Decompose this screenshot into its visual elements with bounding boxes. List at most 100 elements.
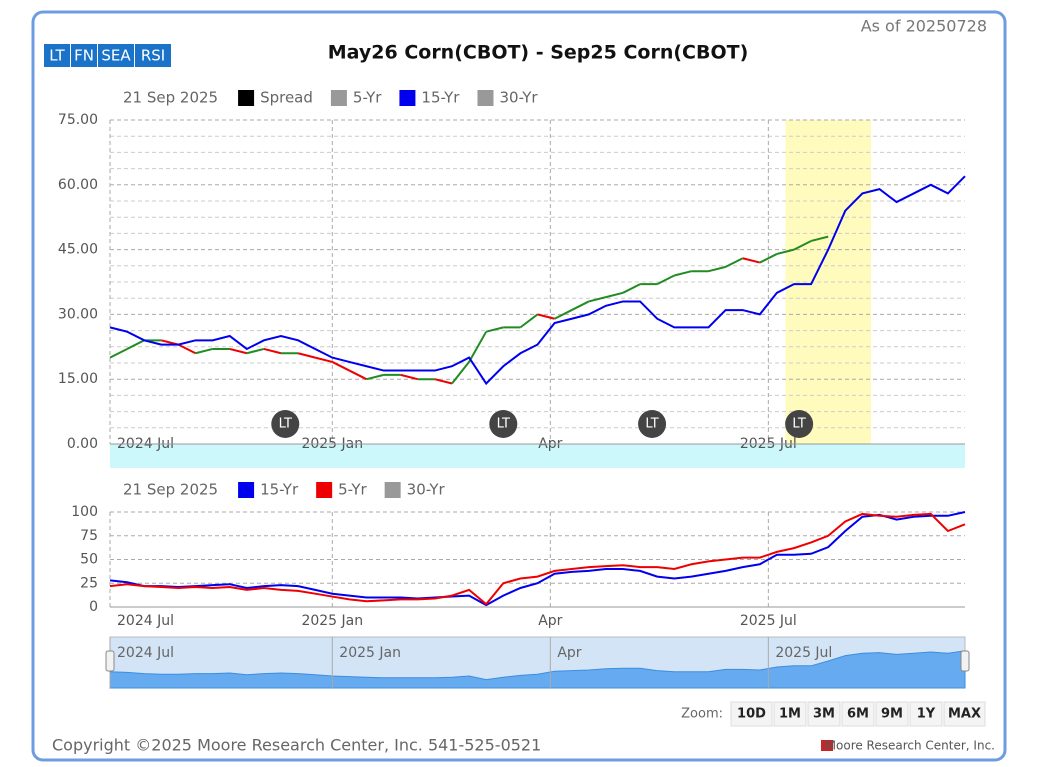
spread-segment: [195, 347, 213, 355]
spread-segment: [554, 309, 573, 320]
y-tick-label: 30.00: [58, 306, 98, 322]
spread-segment: [674, 270, 692, 277]
tab-label[interactable]: SEA: [101, 47, 131, 65]
brand: Moore Research Center, Inc.: [826, 739, 995, 753]
flag[interactable]: [638, 410, 667, 438]
zoom-button[interactable]: [909, 701, 943, 727]
as-of: As of 20250728: [861, 17, 987, 36]
x-tick-label: Apr: [538, 613, 562, 629]
x-tick-label: 2025 Jul: [740, 613, 797, 629]
flag[interactable]: [489, 410, 518, 438]
zoom-button-label[interactable]: 1Y: [917, 707, 936, 722]
legend-swatch[interactable]: [316, 482, 333, 498]
x-tick-label: 2025 Jan: [301, 613, 363, 629]
legend-label[interactable]: 30-Yr: [407, 481, 446, 499]
y-tick-label: 0.00: [67, 436, 98, 452]
zoom-button-label[interactable]: 9M: [881, 707, 903, 722]
navigator-label: 2025 Jul: [775, 645, 832, 661]
copyright: Copyright ©2025 Moore Research Center, I…: [52, 736, 541, 755]
legend-swatch[interactable]: [384, 482, 401, 498]
navigator-area: [109, 650, 966, 689]
tab[interactable]: [98, 44, 134, 67]
y-tick-label: 75.00: [58, 112, 98, 128]
tab[interactable]: [71, 44, 97, 67]
spread-segment: [519, 313, 539, 329]
legend-label[interactable]: Spread: [260, 89, 313, 107]
spread-segment: [177, 343, 196, 355]
flag[interactable]: [785, 410, 814, 438]
legend-swatch[interactable]: [477, 90, 494, 106]
series-line: [109, 512, 966, 606]
zoom-button-label[interactable]: MAX: [948, 707, 981, 722]
zoom-button-label[interactable]: 10D: [737, 707, 766, 722]
spread-segment: [109, 348, 128, 359]
navigator-handle[interactable]: [105, 650, 115, 672]
navigator-label: 2025 Jan: [339, 645, 401, 661]
spread-segment: [622, 283, 641, 294]
y-tick-label: 0: [89, 599, 98, 615]
spread-segment: [537, 313, 555, 320]
y-tick-label: 50: [80, 552, 98, 568]
legend-swatch[interactable]: [238, 482, 255, 498]
spread-segment: [485, 326, 504, 333]
spread-segment: [708, 265, 726, 273]
chart-title: May26 Corn(CBOT) - Sep25 Corn(CBOT): [328, 42, 749, 64]
zoom-label: Zoom:: [681, 707, 723, 722]
spread-segment: [793, 240, 812, 251]
series-line: [109, 511, 966, 607]
y-tick-label: 45.00: [58, 242, 98, 258]
flag[interactable]: [271, 410, 300, 438]
zoom-button[interactable]: [943, 701, 986, 727]
zoom-button[interactable]: [730, 701, 773, 727]
spread-segment: [126, 339, 145, 350]
flag-label[interactable]: LT: [792, 417, 805, 432]
zoom-button-label[interactable]: 1M: [779, 707, 801, 722]
spread-segment: [297, 352, 316, 359]
spread-segment: [468, 331, 488, 363]
spread-segment: [331, 361, 350, 372]
spread-segment: [571, 300, 590, 311]
legend-date: 21 Sep 2025: [123, 481, 218, 499]
legend-swatch[interactable]: [238, 90, 255, 106]
y-tick-label: 60.00: [58, 177, 98, 193]
tab-label[interactable]: RSI: [141, 47, 165, 65]
zoom-button-label[interactable]: 3M: [813, 707, 835, 722]
tab-label[interactable]: FN: [74, 47, 94, 65]
series-line: [109, 175, 966, 386]
legend-label[interactable]: 5-Yr: [338, 481, 367, 499]
spread-segment: [656, 274, 675, 286]
x-tick-label: 2024 Jul: [117, 613, 174, 629]
navigator-handle[interactable]: [960, 650, 970, 672]
tab[interactable]: [135, 44, 171, 67]
y-tick-label: 15.00: [58, 371, 98, 387]
spread-segment: [742, 257, 761, 264]
spread-segment: [759, 253, 778, 264]
flag-label[interactable]: LT: [279, 417, 292, 432]
tab-label[interactable]: LT: [49, 47, 65, 65]
spread-segment: [434, 378, 453, 385]
legend-swatch[interactable]: [330, 90, 347, 106]
tab[interactable]: [44, 44, 70, 67]
zoom-button[interactable]: [875, 701, 909, 727]
legend-label[interactable]: 5-Yr: [353, 89, 382, 107]
spread-segment: [246, 347, 265, 355]
zoom-button-label[interactable]: 6M: [847, 707, 869, 722]
spread-segment: [588, 296, 607, 303]
zoom-button[interactable]: [773, 701, 807, 727]
y-tick-label: 25: [80, 575, 98, 591]
flag-label[interactable]: LT: [645, 417, 658, 432]
legend-label[interactable]: 15-Yr: [260, 481, 299, 499]
zoom-button[interactable]: [807, 701, 841, 727]
legend-label[interactable]: 15-Yr: [421, 89, 460, 107]
legend-date: 21 Sep 2025: [123, 89, 218, 107]
spread-segment: [451, 361, 470, 385]
legend-label[interactable]: 30-Yr: [499, 89, 538, 107]
flag-label[interactable]: LT: [497, 417, 510, 432]
y-tick-label: 75: [80, 528, 98, 544]
spread-segment: [810, 235, 829, 242]
brand-icon: [821, 740, 833, 751]
zoom-button[interactable]: [841, 701, 875, 727]
legend-swatch[interactable]: [399, 90, 416, 106]
spread-segment: [725, 257, 744, 268]
